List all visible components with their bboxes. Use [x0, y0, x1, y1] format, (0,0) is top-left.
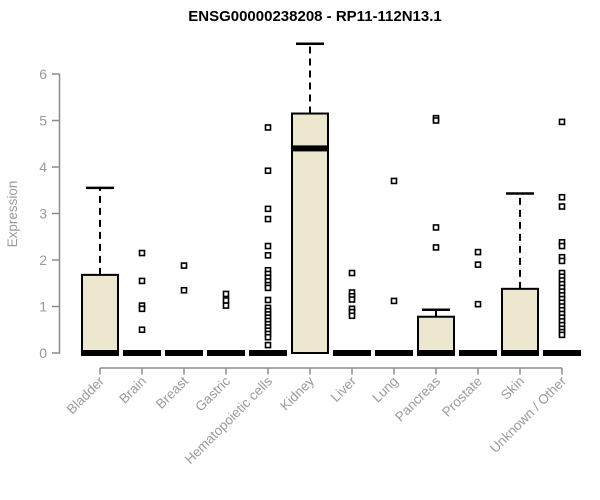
outlier-point — [432, 244, 440, 251]
x-tick-label: Bladder — [64, 373, 108, 417]
median-bar — [375, 350, 413, 356]
x-tick-label: Liver — [328, 373, 360, 405]
box-group-Hematopoietic cells — [249, 124, 287, 356]
outlier-point — [348, 269, 356, 277]
outlier-point — [474, 248, 482, 256]
median-bar — [543, 350, 581, 356]
chart-title: ENSG00000238208 - RP11-112N13.1 — [188, 8, 442, 25]
outlier-point — [558, 193, 566, 201]
box-group-Skin — [501, 192, 539, 356]
outlier-point — [138, 326, 146, 334]
box-group-Kidney — [291, 42, 329, 355]
median-bar — [333, 350, 371, 356]
y-tick-label: 6 — [39, 66, 47, 82]
outlier-point — [264, 252, 272, 259]
median-bar — [501, 350, 539, 356]
outlier-point — [264, 167, 272, 175]
x-tick-label: Lung — [369, 374, 401, 406]
outlier-point — [180, 286, 188, 294]
median-bar — [249, 350, 287, 356]
x-tick-label: Gastric — [192, 373, 233, 414]
box-group-Pancreas — [417, 114, 455, 356]
box-group-Prostate — [459, 248, 497, 356]
outlier-point — [138, 305, 146, 313]
box-group-Bladder — [81, 186, 119, 356]
outlier-point — [558, 242, 566, 250]
outlier-point — [222, 302, 230, 309]
outlier-point — [222, 290, 230, 298]
outlier-point — [474, 261, 482, 268]
x-tick-label: Pancreas — [392, 373, 443, 424]
outlier-point — [138, 249, 146, 257]
outlier-point — [390, 297, 398, 305]
box-rect — [501, 287, 539, 354]
outlier-point — [474, 300, 482, 308]
median-bar — [81, 350, 119, 356]
outlier-point — [432, 224, 440, 231]
outlier-point — [264, 333, 272, 341]
x-tick-label: Prostate — [439, 374, 485, 420]
x-tick-label: Breast — [153, 373, 191, 411]
x-tick-label: Unknown / Other — [487, 373, 570, 456]
median-bar — [165, 350, 203, 356]
box-group-Unknown / Other — [543, 118, 581, 356]
outlier-point — [348, 296, 356, 303]
median-bar — [291, 145, 329, 152]
x-tick-label: Skin — [498, 374, 527, 403]
outlier-point — [264, 205, 272, 213]
y-tick-label: 0 — [39, 345, 47, 361]
outlier-point — [180, 262, 188, 269]
median-bar — [207, 350, 245, 356]
y-tick-label: 5 — [39, 113, 47, 129]
y-tick-label: 1 — [39, 299, 47, 315]
box-rect — [291, 112, 329, 355]
box-group-Brain — [123, 249, 161, 356]
outlier-point — [558, 257, 566, 265]
y-tick-label: 3 — [39, 206, 47, 222]
outlier-point — [348, 312, 356, 320]
box-group-Lung — [375, 177, 413, 356]
outlier-point — [222, 297, 230, 304]
outlier-point — [264, 284, 272, 292]
x-tick-label: Kidney — [277, 373, 317, 413]
outlier-point — [138, 277, 146, 285]
box-rect — [417, 315, 455, 355]
outlier-point — [390, 177, 398, 185]
outlier-point — [432, 117, 440, 124]
y-tick-label: 2 — [39, 252, 47, 268]
box-group-Breast — [165, 262, 203, 356]
x-tick-label: Brain — [116, 374, 149, 407]
outlier-point — [558, 118, 566, 126]
box-group-Liver — [333, 269, 371, 356]
outlier-point — [264, 215, 272, 223]
median-bar — [417, 350, 455, 356]
outlier-point — [264, 341, 272, 349]
outlier-point — [558, 331, 566, 339]
median-bar — [459, 350, 497, 356]
median-bar — [123, 350, 161, 356]
outlier-point — [264, 296, 272, 304]
outlier-point — [558, 203, 566, 210]
outlier-point — [264, 242, 272, 250]
outlier-point — [264, 124, 272, 131]
y-tick-label: 4 — [39, 159, 47, 175]
box-group-Gastric — [207, 290, 245, 356]
box-rect — [81, 273, 119, 355]
